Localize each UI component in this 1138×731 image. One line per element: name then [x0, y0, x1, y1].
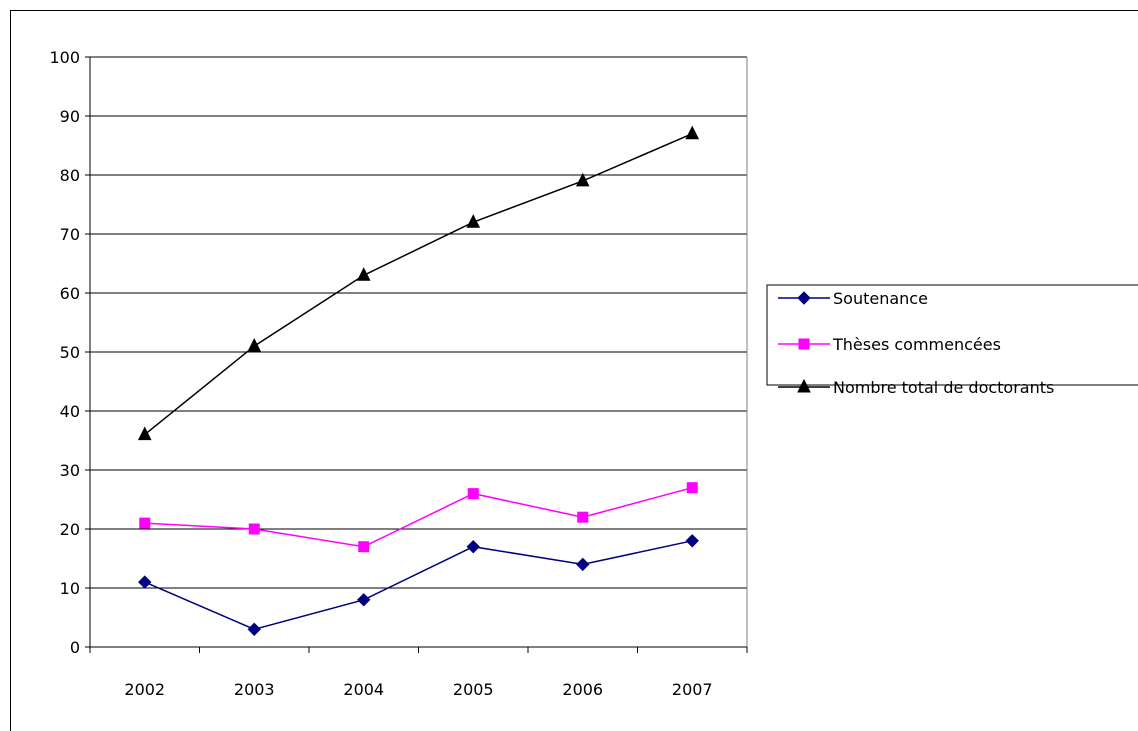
- series-2: [139, 482, 698, 553]
- x-axis-ticks: 2002 2003 2004 2005 2006 2007: [89, 647, 748, 699]
- y-tick-label: 100: [49, 48, 80, 67]
- legend-box: [766, 284, 1138, 386]
- series-line: [144, 540, 693, 631]
- legend-item: Thèses commencées: [778, 335, 1001, 354]
- x-tick-label: 2004: [343, 680, 384, 699]
- data-point: [248, 523, 260, 535]
- legend-marker: [798, 338, 810, 350]
- x-tick-label: 2007: [672, 680, 713, 699]
- y-tick-label: 60: [60, 284, 80, 303]
- x-tick-label: 2005: [453, 680, 494, 699]
- y-tick-label: 90: [60, 107, 80, 126]
- y-tick-label: 0: [70, 638, 80, 657]
- data-point: [467, 488, 479, 500]
- legend-marker: [797, 291, 811, 305]
- legend-item: Soutenance: [778, 289, 928, 308]
- data-point: [358, 541, 370, 553]
- y-axis-ticks: 0 10 20 30 40 50 60 70 80 90 100: [49, 48, 90, 657]
- data-point: [466, 214, 481, 228]
- legend-label: Nombre total de doctorants: [833, 378, 1054, 397]
- y-tick-label: 30: [60, 461, 80, 480]
- data-point: [466, 539, 480, 554]
- data-point: [137, 426, 152, 441]
- data-point: [138, 575, 152, 589]
- y-tick-label: 20: [60, 520, 80, 539]
- legend-item: Nombre total de doctorants: [778, 378, 1054, 397]
- series-line: [144, 133, 693, 436]
- y-tick-label: 70: [60, 225, 80, 244]
- y-tick-label: 50: [60, 343, 80, 362]
- y-tick-label: 40: [60, 402, 80, 421]
- x-tick-label: 2006: [562, 680, 603, 699]
- x-tick-label: 2003: [234, 680, 275, 699]
- data-point: [686, 482, 698, 494]
- data-point: [247, 337, 262, 352]
- legend-label: Thèses commencées: [832, 335, 1001, 354]
- x-tick-label: 2002: [124, 680, 165, 699]
- series-1: [138, 534, 699, 637]
- y-tick-label: 10: [60, 579, 80, 598]
- series-3: [137, 125, 700, 441]
- y-tick-label: 80: [60, 166, 80, 185]
- data-point: [575, 172, 590, 187]
- series-group: [137, 125, 700, 637]
- data-point: [685, 125, 700, 140]
- legend-marker: [797, 378, 811, 393]
- legend: Soutenance Thèses commencées Nombre total …: [766, 284, 1138, 397]
- data-point: [685, 534, 699, 548]
- data-point: [356, 267, 371, 281]
- legend-label: Soutenance: [833, 289, 928, 308]
- gridlines: [90, 56, 747, 589]
- chart-area-frame: [10, 10, 1138, 731]
- data-point: [357, 593, 371, 607]
- series-line: [144, 486, 693, 548]
- data-point: [139, 517, 151, 529]
- data-point: [577, 511, 589, 523]
- data-point: [247, 622, 261, 637]
- data-point: [576, 557, 590, 572]
